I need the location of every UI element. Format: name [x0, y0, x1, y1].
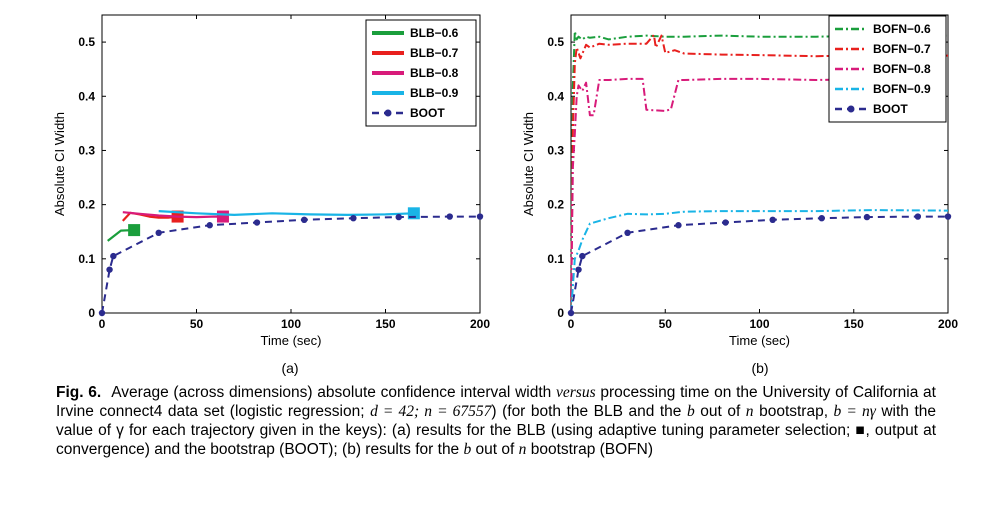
series-point	[206, 222, 213, 229]
series-point	[350, 214, 357, 222]
caption-n1: n	[745, 403, 754, 420]
caption-formula: b = nγ	[833, 403, 876, 420]
series-line	[570, 34, 949, 314]
convergence-marker	[128, 224, 141, 237]
caption-text-1: Average (across dimensions) absolute con…	[111, 384, 557, 401]
series-point	[395, 213, 402, 221]
series-line	[570, 30, 948, 314]
caption-text-6: with the value of γ for each trajectory …	[56, 403, 937, 458]
series-point	[914, 213, 922, 220]
legend-label: BOOT	[410, 106, 445, 120]
legend-label: BOOT	[873, 102, 908, 116]
legend-marker	[384, 109, 392, 117]
caption-text-8: bootstrap (BOFN)	[526, 441, 654, 458]
caption-text-4: out of	[694, 403, 746, 420]
series-point	[624, 229, 631, 237]
y-tick-label: 0	[557, 306, 564, 320]
y-tick-label: 0.4	[547, 89, 564, 103]
figure: 0 50 100 150 200 0 0.1 0.2 0.3 0.4 0.5 Time (sec) Ab…	[52, 14, 958, 376]
legend-label: BOFN−0.6	[873, 22, 931, 36]
legend-label: BOFN−0.8	[873, 62, 931, 76]
series-point	[567, 309, 575, 317]
x-tick-label: 200	[470, 317, 490, 331]
caption-text-3: ) (for both the BLB and the	[491, 403, 687, 420]
panel-label: (a)	[281, 360, 298, 376]
caption-text-5: bootstrap,	[753, 403, 834, 420]
y-tick-label: 0.2	[78, 198, 95, 212]
caption-b2: b	[463, 441, 472, 458]
y-axis-label: Absolute CI Width	[52, 112, 67, 216]
series-line	[158, 210, 414, 216]
legend-label: BLB−0.6	[410, 26, 459, 40]
series-line	[570, 77, 948, 314]
y-axis-label: Absolute CI Width	[521, 112, 536, 216]
legend-label: BOFN−0.9	[873, 82, 931, 96]
x-tick-label: 0	[568, 317, 575, 331]
series-point	[110, 252, 117, 260]
panel-label: (b)	[751, 360, 768, 376]
x-axis-label: Time (sec)	[261, 333, 322, 348]
legend-label: BLB−0.9	[410, 86, 459, 100]
series-point	[106, 266, 113, 273]
caption-label: Fig. 6.	[56, 384, 102, 401]
y-tick-label: 0.2	[547, 198, 564, 212]
convergence-marker	[216, 210, 229, 223]
x-tick-label: 0	[99, 317, 106, 331]
panel-a: 0 50 100 150 200 0 0.1 0.2 0.3 0.4 0.5 Time (sec) Ab…	[52, 14, 490, 376]
x-axis-label: Time (sec)	[729, 333, 790, 348]
series-point	[155, 229, 162, 237]
x-tick-label: 100	[749, 317, 769, 331]
x-tick-label: 200	[938, 317, 958, 331]
y-tick-label: 0.1	[547, 252, 564, 266]
x-tick-label: 100	[281, 317, 301, 331]
panel-b: 0 50 100 150 200 0 0.1 0.2 0.3 0.4 0.5 Time (sec) Ab…	[521, 14, 958, 376]
legend-label: BLB−0.8	[410, 66, 459, 80]
x-tick-label: 50	[190, 317, 204, 331]
y-tick-label: 0.3	[78, 143, 95, 157]
figure-caption: Fig. 6. Average (across dimensions) absol…	[56, 383, 936, 459]
series-point	[675, 222, 682, 229]
y-tick-label: 0.5	[547, 35, 564, 49]
legend-label: BOFN−0.7	[873, 42, 931, 56]
series-point	[579, 252, 586, 260]
series-point	[944, 213, 952, 220]
series-point	[863, 213, 871, 221]
series-point	[446, 213, 453, 220]
series-point	[301, 216, 308, 224]
series-point	[98, 309, 106, 317]
y-tick-label: 0.3	[547, 143, 564, 157]
series-point	[476, 213, 484, 220]
y-tick-label: 0.1	[78, 252, 95, 266]
y-tick-label: 0.4	[78, 89, 95, 103]
caption-b1: b	[686, 403, 695, 420]
series-point	[722, 219, 729, 226]
x-tick-label: 50	[659, 317, 673, 331]
caption-n2: n	[518, 441, 527, 458]
series-line	[122, 211, 223, 219]
series-point	[575, 266, 582, 273]
legend-label: BLB−0.7	[410, 46, 459, 60]
caption-text-2: processing time on the University of Cal…	[56, 384, 936, 420]
series-point	[253, 219, 261, 226]
y-tick-label: 0	[88, 306, 95, 320]
series-point	[818, 214, 825, 222]
y-tick-label: 0.5	[78, 35, 95, 49]
caption-versus: versus	[556, 384, 596, 401]
x-tick-label: 150	[375, 317, 395, 331]
series-line	[570, 209, 949, 314]
legend-marker	[847, 105, 855, 113]
caption-text-7: out of	[471, 441, 519, 458]
caption-d-n: d = 42; n = 67557	[370, 403, 492, 420]
x-tick-label: 150	[844, 317, 864, 331]
series-point	[769, 216, 776, 224]
legend-box	[828, 15, 947, 123]
